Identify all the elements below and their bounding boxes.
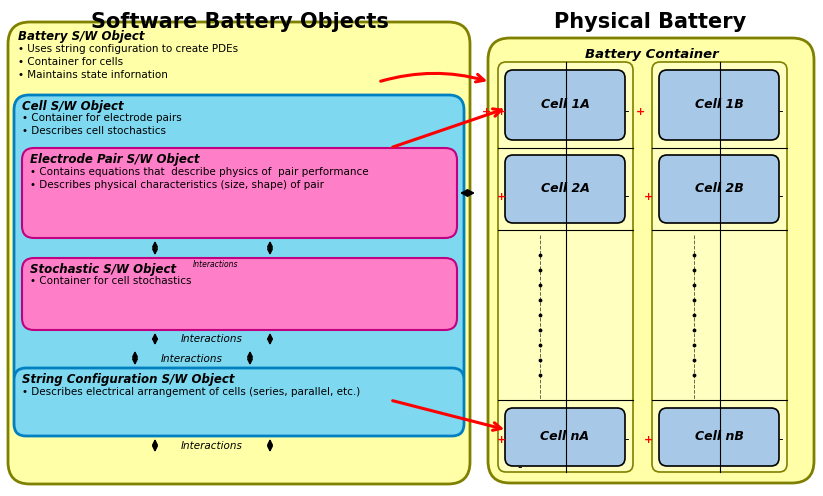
FancyBboxPatch shape [22,148,457,238]
FancyBboxPatch shape [488,38,814,483]
FancyBboxPatch shape [14,95,464,390]
Text: +: + [497,107,507,117]
Text: -: - [779,190,783,203]
Text: Cell nA: Cell nA [541,431,589,443]
Text: Cell S/W Object: Cell S/W Object [22,100,123,113]
FancyBboxPatch shape [505,70,625,140]
Text: -: - [625,106,630,119]
Text: Cell 2A: Cell 2A [541,183,589,195]
Text: • Maintains state infornation: • Maintains state infornation [18,70,168,80]
Text: -: - [518,461,523,475]
Text: • Describes physical characteristics (size, shape) of pair: • Describes physical characteristics (si… [30,180,324,190]
Text: Interactions: Interactions [181,334,243,344]
FancyBboxPatch shape [22,258,457,330]
Text: -: - [625,190,630,203]
Text: Cell nB: Cell nB [695,431,743,443]
Text: Battery S/W Object: Battery S/W Object [18,30,145,43]
Text: • Contains equations that  describe physics of  pair performance: • Contains equations that describe physi… [30,167,369,177]
Text: • Describes electrical arrangement of cells (series, parallel, etc.): • Describes electrical arrangement of ce… [22,387,360,397]
Text: +: + [482,107,491,117]
Text: Cell 2B: Cell 2B [695,183,743,195]
Text: Cell 1A: Cell 1A [541,99,589,112]
Text: Stochastic S/W Object: Stochastic S/W Object [30,263,176,276]
Text: • Describes cell stochastics: • Describes cell stochastics [22,126,166,136]
Text: +: + [497,192,507,202]
Text: • Container for cell stochastics: • Container for cell stochastics [30,276,192,286]
FancyBboxPatch shape [652,62,787,472]
FancyBboxPatch shape [505,408,625,466]
FancyBboxPatch shape [659,155,779,223]
Text: Battery Container: Battery Container [585,48,718,61]
Text: Software Battery Objects: Software Battery Objects [91,12,389,32]
Text: Interactions: Interactions [161,354,223,364]
Text: • Uses string configuration to create PDEs: • Uses string configuration to create PD… [18,44,238,54]
Text: • Container for electrode pairs: • Container for electrode pairs [22,113,182,123]
Text: Cell 1B: Cell 1B [695,99,743,112]
Text: Interactions: Interactions [193,260,239,269]
FancyBboxPatch shape [505,155,625,223]
Text: String Configuration S/W Object: String Configuration S/W Object [22,373,235,386]
Text: +: + [644,192,653,202]
FancyBboxPatch shape [14,368,464,436]
Text: -: - [625,434,630,446]
Text: +: + [497,435,507,445]
Text: +: + [636,107,645,117]
Text: +: + [644,435,653,445]
FancyBboxPatch shape [498,62,633,472]
Text: Physical Battery: Physical Battery [554,12,746,32]
Text: -: - [779,106,783,119]
Text: Electrode Pair S/W Object: Electrode Pair S/W Object [30,153,199,166]
FancyBboxPatch shape [659,408,779,466]
Text: -: - [779,434,783,446]
Text: • Container for cells: • Container for cells [18,57,123,67]
FancyBboxPatch shape [8,22,470,484]
FancyBboxPatch shape [659,70,779,140]
Text: Interactions: Interactions [181,441,243,451]
